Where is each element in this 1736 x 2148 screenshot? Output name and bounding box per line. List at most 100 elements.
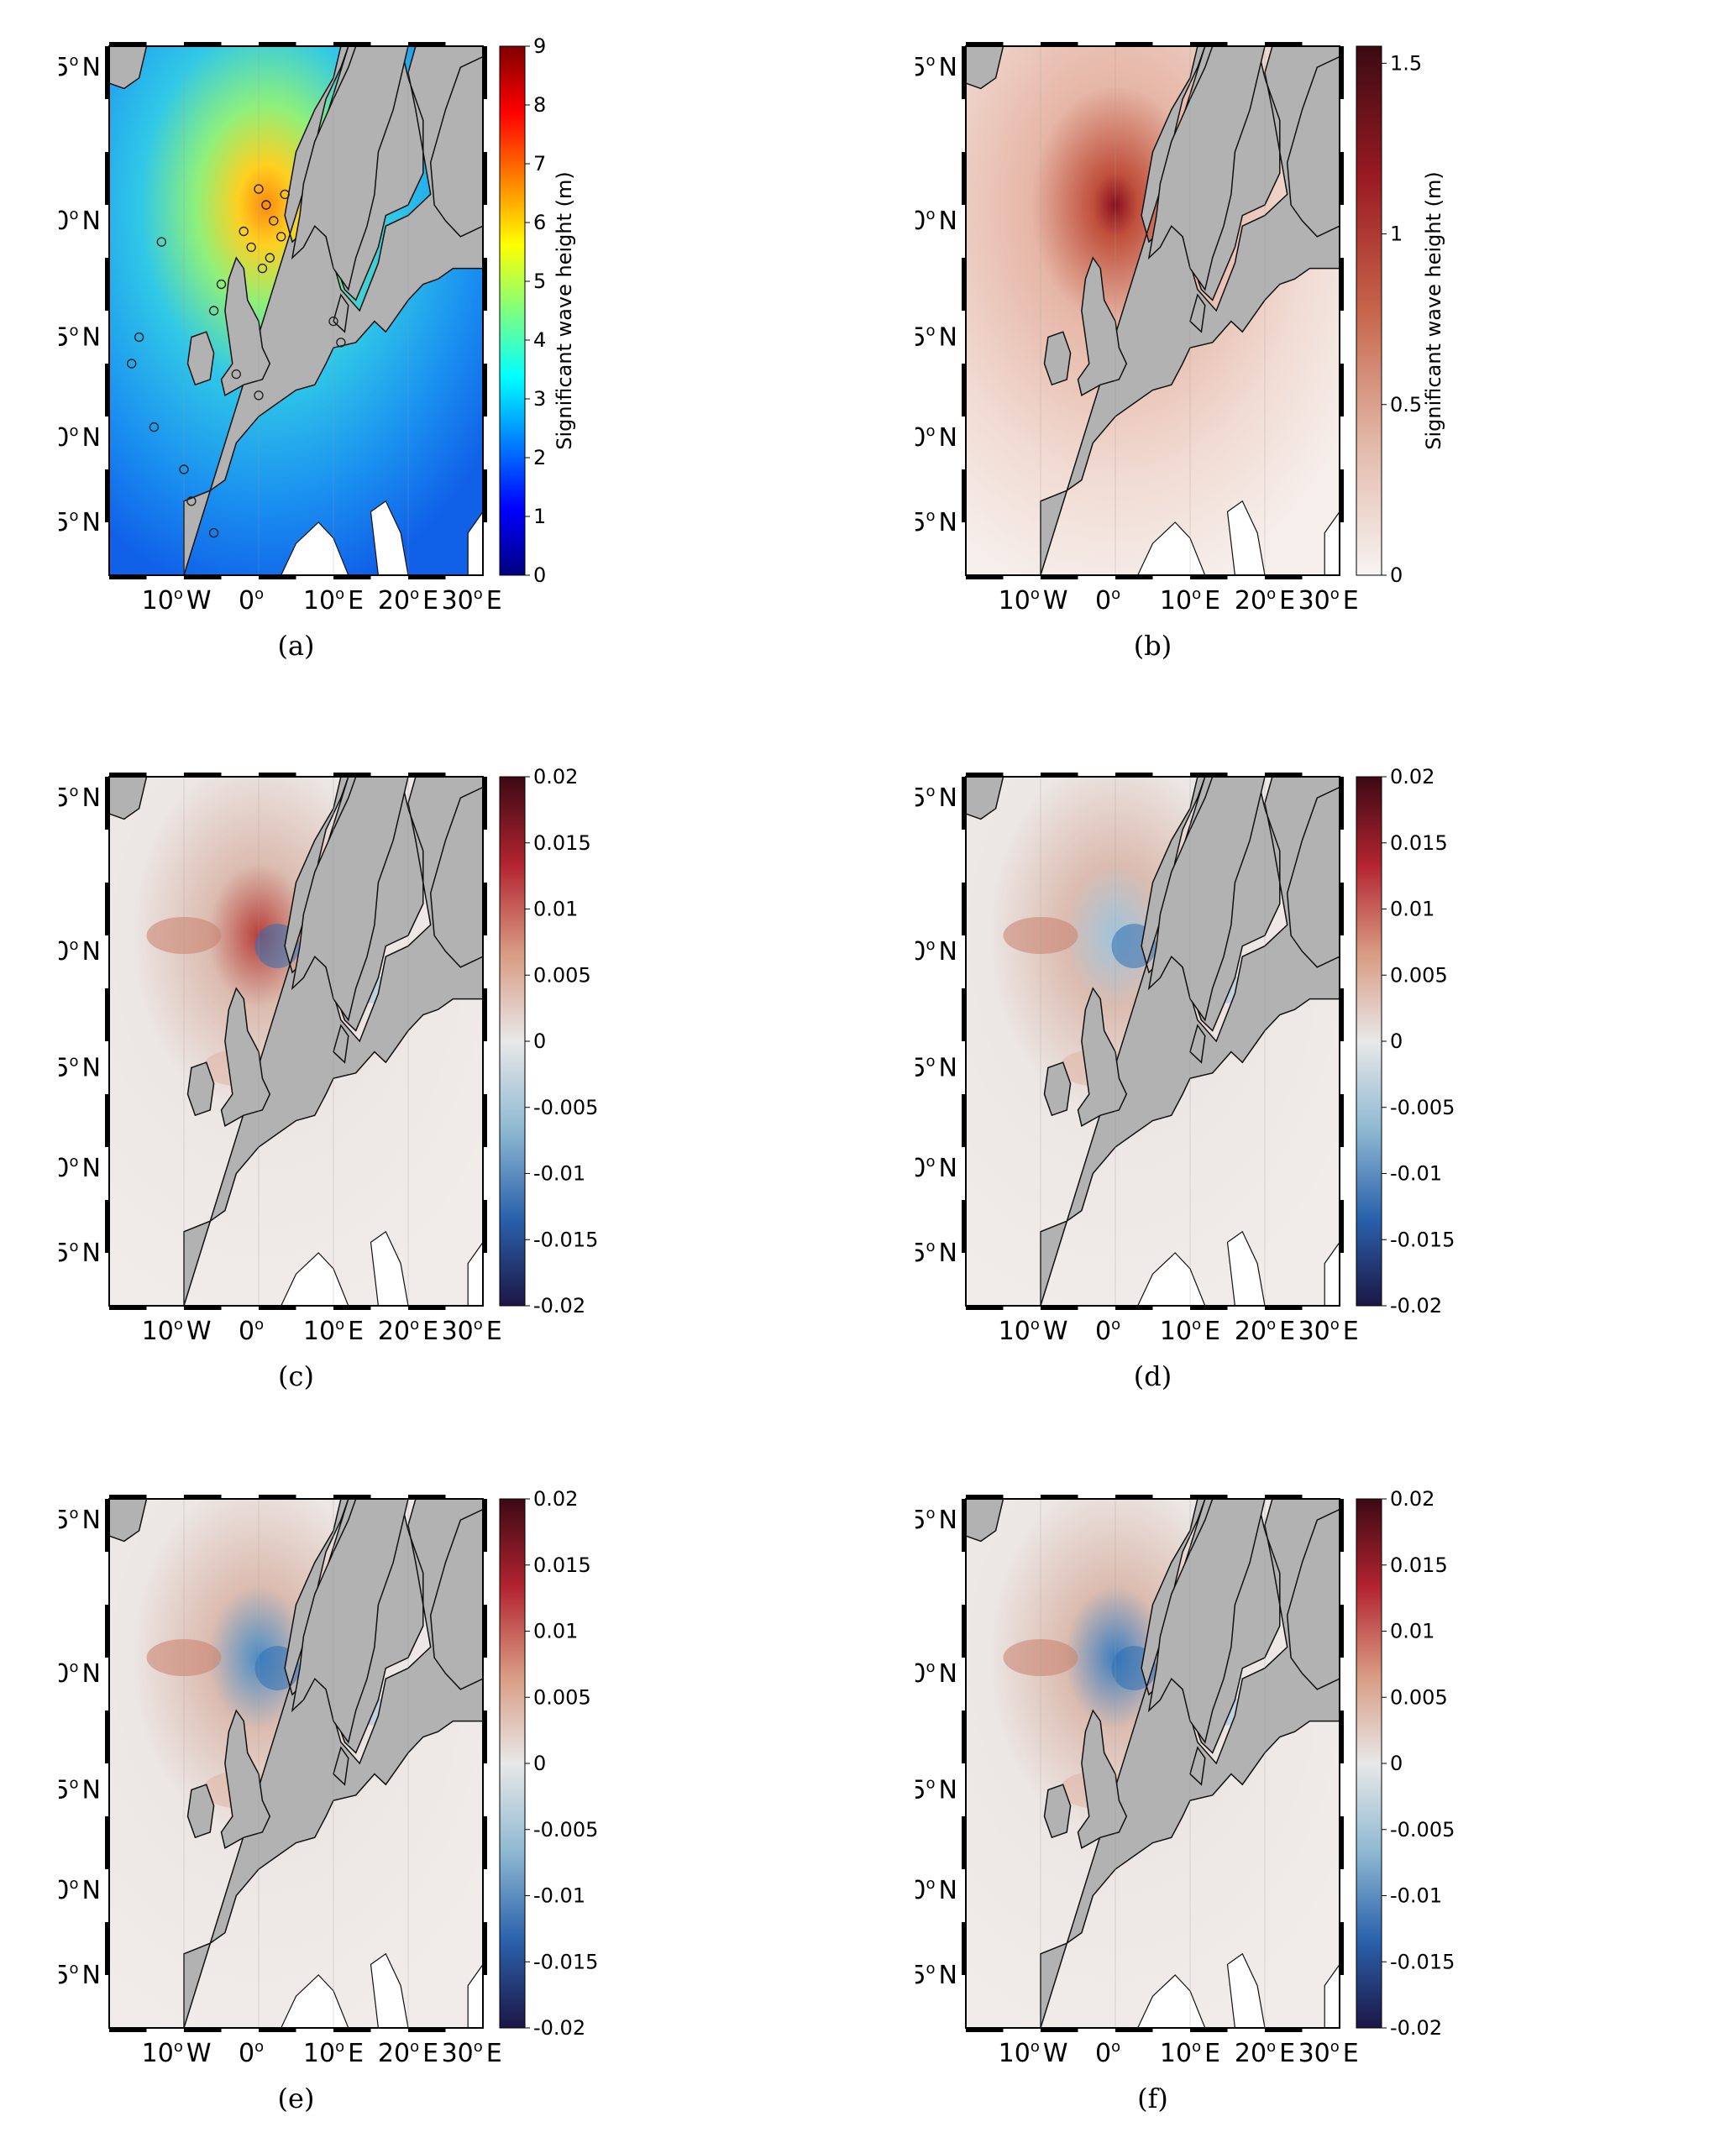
lat-tick-label: 50oN: [915, 422, 957, 453]
buoy-marker: [156, 237, 166, 247]
colorbar-tick-label: -0.01: [533, 1884, 585, 1908]
land-mass: [1286, 1508, 1340, 1690]
land-mass: [1043, 331, 1072, 386]
land-mass: [1286, 786, 1340, 968]
buoy-marker: [336, 338, 346, 348]
colorbar-tick-label: -0.01: [1390, 1884, 1442, 1908]
lon-tick-label: 20o E: [378, 2038, 438, 2068]
buoy-marker: [239, 226, 249, 237]
colorbar-tick-label: 0.02: [1390, 1487, 1434, 1511]
colorbar-tick-label: 6: [533, 211, 546, 234]
mediterranean-sea: [467, 1963, 483, 2028]
colorbar-tick-label: 0.02: [533, 1487, 578, 1511]
lon-tick-label: 30o E: [1298, 2038, 1359, 2068]
colorbar-tick-label: 1: [533, 505, 546, 528]
lon-tick-label: 0o: [1095, 1316, 1120, 1346]
colorbar-tick-label: -0.005: [533, 1096, 598, 1119]
panel-caption: (e): [278, 2083, 315, 2114]
lat-tick-label: 65oN: [915, 1505, 957, 1535]
land-mass: [333, 1746, 349, 1786]
mediterranean-sea: [1137, 521, 1206, 575]
lon-tick-label: 30o E: [442, 585, 502, 616]
land-mass: [1147, 777, 1266, 1022]
panel-caption: (b): [1134, 630, 1172, 662]
colorbar-tick-label: 0: [533, 1029, 546, 1053]
lat-tick-label: 65oN: [915, 52, 957, 82]
colorbar-tick-label: 0: [1390, 1029, 1403, 1053]
lat-tick-label: 60oN: [915, 1658, 957, 1689]
colorbar-tick-label: 1: [1390, 223, 1403, 246]
land-mass: [109, 777, 148, 820]
lon-tick-label: 10o E: [303, 2038, 364, 2068]
colorbar-tick-label: 0.005: [533, 1685, 591, 1709]
lat-tick-label: 60oN: [915, 936, 957, 967]
lon-tick-label: 10o E: [1160, 585, 1220, 616]
lat-tick-label: 65oN: [59, 52, 101, 82]
lon-tick-label: 10o W: [999, 1316, 1068, 1346]
lat-tick-label: 50oN: [915, 1153, 957, 1183]
lat-tick-label: 60oN: [59, 936, 101, 967]
colorbar-tick-label: 0.015: [533, 831, 591, 855]
colorbar-tick-label: -0.01: [533, 1162, 585, 1186]
colorbar-tick-label: 1.5: [1390, 51, 1422, 75]
buoy-marker: [186, 496, 197, 506]
colorbar-tick-label: 0: [1390, 1752, 1403, 1775]
lon-tick-label: 0o: [239, 2038, 264, 2068]
colorbar-label: Significant wave height (m): [1422, 171, 1445, 449]
land-mass: [1077, 987, 1128, 1127]
colorbar-tick-label: 4: [533, 328, 546, 352]
colorbar-tick-label: 0.015: [1390, 831, 1448, 855]
colorbar-label: Significant wave height (m): [553, 171, 576, 449]
colorbar-tick-label: -0.01: [1390, 1162, 1442, 1186]
land-mass: [1043, 1784, 1072, 1839]
colorbar-tick-label: 8: [533, 93, 546, 117]
mediterranean-sea: [467, 511, 483, 575]
lon-tick-label: 20o E: [1235, 2038, 1295, 2068]
colorbar-tick-label: -0.005: [1390, 1818, 1455, 1842]
mediterranean-sea: [467, 1241, 483, 1306]
land-mass: [220, 256, 271, 396]
mediterranean-sea: [1324, 1241, 1340, 1306]
colorbar-tick-label: 5: [533, 270, 546, 293]
panel-caption: (d): [1134, 1360, 1172, 1392]
buoy-marker: [246, 242, 256, 253]
colorbar-tick-label: 0.015: [1390, 1553, 1448, 1577]
mediterranean-sea: [1324, 1963, 1340, 2028]
colorbar-tick-label: 0.5: [1390, 393, 1422, 417]
lat-tick-label: 45oN: [59, 1960, 101, 1990]
lon-tick-label: 0o: [239, 585, 264, 616]
panel-caption: (f): [1137, 2083, 1168, 2114]
mediterranean-sea: [370, 1952, 409, 2028]
lon-tick-label: 0o: [1095, 585, 1120, 616]
colorbar-tick-label: 0.005: [1390, 963, 1448, 987]
buoy-marker: [208, 527, 219, 538]
colorbar-tick-label: -0.015: [533, 1950, 598, 1973]
land-mass: [1189, 1024, 1206, 1064]
land-mass: [186, 331, 215, 386]
lon-tick-label: 30o E: [442, 2038, 502, 2068]
colorbar-tick-label: -0.02: [1390, 1294, 1442, 1318]
lon-tick-label: 10o E: [303, 585, 364, 616]
lon-tick-label: 30o E: [1298, 585, 1359, 616]
land-mass: [1043, 1061, 1072, 1117]
colorbar-tick-label: -0.02: [1390, 2016, 1442, 2040]
lat-tick-label: 65oN: [915, 783, 957, 813]
mediterranean-sea: [1137, 1252, 1206, 1306]
buoy-marker: [269, 216, 279, 226]
colorbar-tick-label: 0.005: [533, 963, 591, 987]
buoy-marker: [216, 279, 227, 290]
lon-tick-label: 20o E: [378, 585, 438, 616]
colorbar-tick-label: -0.015: [1390, 1228, 1455, 1251]
buoy-marker: [127, 359, 137, 369]
lon-tick-label: 10o W: [142, 585, 212, 616]
lat-tick-label: 65oN: [59, 1505, 101, 1535]
lat-tick-label: 50oN: [59, 1153, 101, 1183]
buoy-marker: [280, 189, 290, 200]
